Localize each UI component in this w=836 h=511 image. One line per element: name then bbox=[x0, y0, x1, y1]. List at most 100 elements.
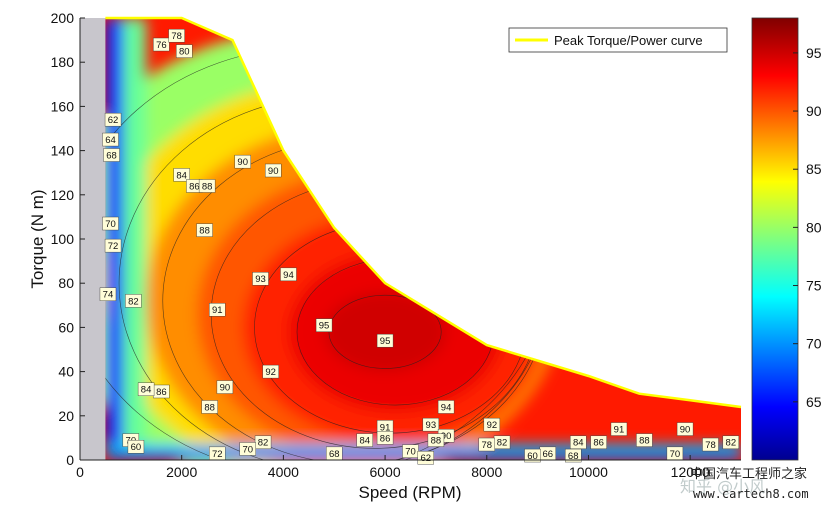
contour-label-box bbox=[104, 112, 122, 127]
colorbar-tick-label: 75 bbox=[806, 278, 822, 294]
contour-label-box bbox=[198, 179, 216, 193]
contour-label: 90 bbox=[234, 154, 251, 169]
contour-label-text: 60 bbox=[131, 442, 142, 453]
y-tick-label: 20 bbox=[58, 408, 74, 424]
contour-label: 64 bbox=[102, 132, 119, 147]
contour-label-text: 84 bbox=[141, 385, 152, 396]
colorbar bbox=[751, 17, 799, 461]
contour-label: 72 bbox=[104, 238, 122, 253]
contour-label: 95 bbox=[315, 318, 333, 332]
contour-label-text: 91 bbox=[380, 422, 391, 433]
contour-label: 90 bbox=[265, 163, 282, 178]
contour-label-text: 86 bbox=[593, 438, 604, 449]
contour-label-text: 88 bbox=[202, 181, 213, 192]
y-tick-label: 100 bbox=[51, 231, 75, 247]
contour-label-text: 90 bbox=[680, 424, 691, 435]
contour-label-text: 84 bbox=[573, 438, 584, 449]
y-tick-label: 0 bbox=[66, 452, 74, 468]
contour-label-box bbox=[103, 148, 120, 162]
contour-label-box bbox=[102, 132, 119, 147]
contour-label-text: 84 bbox=[176, 170, 187, 181]
contour-label-text: 86 bbox=[156, 387, 167, 398]
contour-label-text: 70 bbox=[405, 447, 416, 458]
contour-label-text: 82 bbox=[258, 438, 269, 449]
contour-label-text: 91 bbox=[614, 424, 625, 435]
contour-label: 70 bbox=[239, 442, 256, 456]
legend-entry: Peak Torque/Power curve bbox=[554, 33, 703, 48]
contour-label-text: 95 bbox=[380, 336, 391, 347]
contour-label: 82 bbox=[493, 435, 511, 450]
contour-label-text: 72 bbox=[108, 241, 119, 252]
contour-label-box bbox=[610, 422, 628, 436]
contour-label-box bbox=[315, 318, 333, 332]
contour-label-box bbox=[376, 333, 394, 348]
contour-label: 70 bbox=[402, 444, 419, 458]
contour-label-text: 88 bbox=[431, 436, 442, 447]
contour-label-text: 90 bbox=[237, 157, 248, 168]
contour-label-box bbox=[478, 437, 495, 452]
contour-label: 84 bbox=[570, 435, 587, 450]
contour-label: 82 bbox=[125, 294, 142, 308]
contour-label-text: 90 bbox=[220, 382, 231, 393]
watermark-overlay: 知乎 @小风 bbox=[680, 477, 765, 496]
contour-label: 80 bbox=[176, 44, 193, 58]
watermark-line1: 中国汽车工程师之家 bbox=[690, 466, 807, 482]
x-tick-label: 0 bbox=[76, 464, 84, 480]
contour-label-box bbox=[427, 433, 445, 447]
contour-label-text: 91 bbox=[212, 305, 223, 316]
contour-label: 88 bbox=[636, 433, 653, 447]
contour-label: 60 bbox=[127, 440, 145, 454]
y-tick-label: 160 bbox=[51, 98, 75, 114]
contour-label: 70 bbox=[666, 446, 684, 461]
y-tick-label: 200 bbox=[51, 10, 75, 26]
x-tick-label: 6000 bbox=[369, 464, 400, 480]
contour-label-text: 86 bbox=[189, 181, 200, 192]
contour-label: 88 bbox=[196, 223, 213, 237]
contour-label-text: 94 bbox=[441, 402, 452, 413]
contour-label: 66 bbox=[539, 446, 556, 461]
contour-label-box bbox=[262, 364, 279, 379]
contour-label-box bbox=[209, 303, 226, 317]
contour-label-text: 76 bbox=[156, 40, 167, 51]
y-axis-label: Torque (N m) bbox=[28, 189, 47, 288]
contour-label-box bbox=[570, 435, 587, 450]
x-tick-label: 4000 bbox=[268, 464, 299, 480]
contour-label-text: 82 bbox=[726, 438, 737, 449]
contour-label-text: 62 bbox=[108, 115, 119, 126]
contour-label-text: 90 bbox=[268, 166, 279, 177]
contour-label: 91 bbox=[209, 303, 226, 317]
contour-label-box bbox=[722, 435, 740, 450]
colorbar-tick-label: 90 bbox=[806, 103, 822, 119]
y-tick-label: 140 bbox=[51, 143, 75, 159]
contour-label-text: 78 bbox=[171, 31, 182, 42]
contour-label-box bbox=[99, 287, 117, 301]
y-tick-label: 180 bbox=[51, 54, 75, 70]
contour-label-text: 60 bbox=[527, 451, 538, 462]
contour-label: 86 bbox=[590, 435, 607, 450]
contour-label-text: 78 bbox=[705, 440, 716, 451]
contour-label-box bbox=[153, 37, 170, 52]
contour-label: 94 bbox=[280, 267, 297, 282]
contour-label-box bbox=[239, 442, 256, 456]
x-tick-label: 12000 bbox=[671, 464, 710, 480]
contour-label-box bbox=[702, 437, 719, 452]
legend: Peak Torque/Power curve bbox=[508, 27, 728, 53]
contour-label-box bbox=[417, 451, 434, 465]
colorbar-tick-label: 95 bbox=[806, 45, 822, 61]
contour-label: 68 bbox=[565, 448, 582, 463]
contour-label: 68 bbox=[103, 148, 120, 162]
contour-label: 88 bbox=[198, 179, 216, 193]
contour-label-box bbox=[676, 422, 694, 436]
unreachable-region bbox=[80, 18, 106, 460]
contour-label-box bbox=[137, 382, 155, 396]
contour-label: 91 bbox=[610, 422, 628, 436]
x-ticks: 0 2000 4000 6000 8000 10000 12000 bbox=[76, 455, 710, 480]
contour-label-text: 80 bbox=[179, 47, 190, 58]
contour-label: 76 bbox=[153, 37, 170, 52]
contour-label: 86 bbox=[376, 431, 394, 445]
contour-label-text: 70 bbox=[670, 449, 681, 460]
x-tick-label: 8000 bbox=[471, 464, 502, 480]
x-tick-label: 2000 bbox=[166, 464, 197, 480]
contour-label-box bbox=[201, 400, 218, 414]
contour-label-text: 64 bbox=[105, 135, 116, 146]
